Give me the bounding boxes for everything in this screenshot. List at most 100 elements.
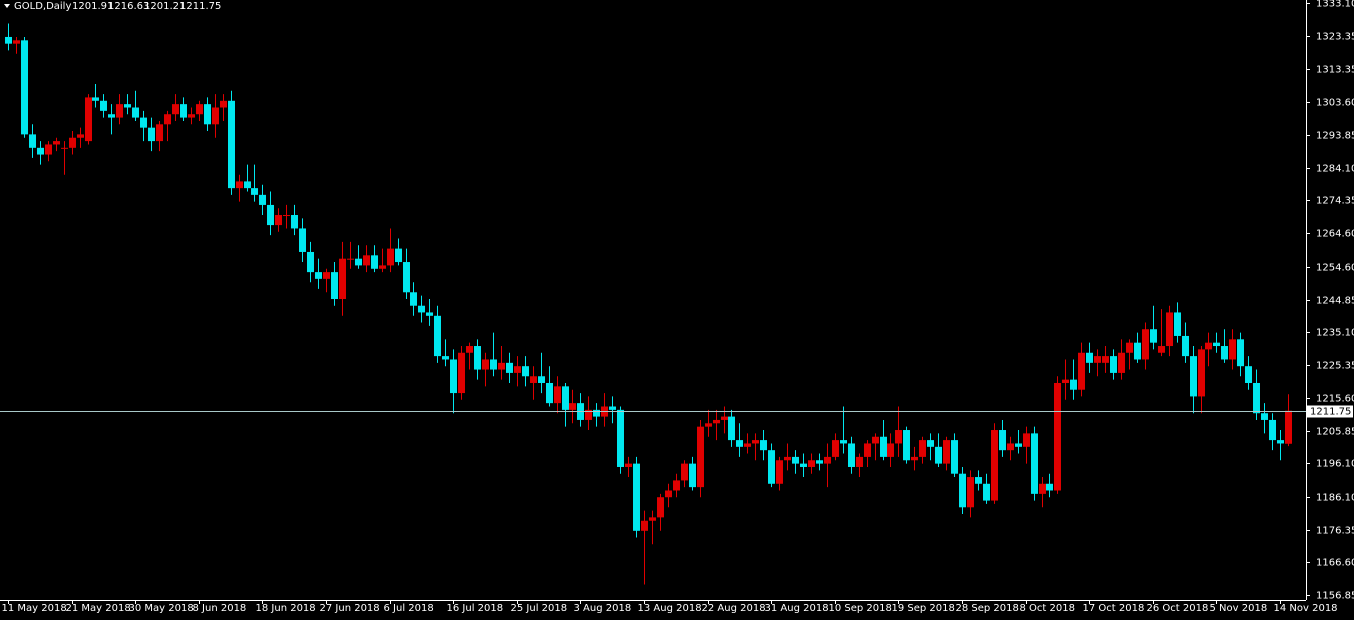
candle-body: [1023, 433, 1030, 447]
candle-body: [681, 463, 688, 481]
x-tick-label: 14 Nov 2018: [1274, 603, 1338, 614]
candle-body: [180, 104, 187, 118]
last-close: 1211.75: [180, 1, 221, 12]
y-tick-label: 1313.35: [1316, 65, 1354, 76]
x-tick-label: 26 Oct 2018: [1147, 603, 1209, 614]
candle-body: [132, 107, 139, 118]
y-tick-label: 1303.60: [1316, 98, 1354, 109]
candle-body: [482, 359, 489, 370]
candle-body: [1039, 483, 1046, 494]
candle-body: [792, 456, 799, 464]
x-tick-label: 17 Oct 2018: [1083, 603, 1145, 614]
candle-body: [673, 480, 680, 491]
x-tick-label: 5 Nov 2018: [1210, 603, 1268, 614]
candle-body: [116, 104, 123, 118]
candle-body: [1142, 329, 1149, 360]
candle-body: [1245, 366, 1252, 383]
candle-body: [92, 97, 99, 101]
candle-body: [124, 104, 131, 108]
x-tick-label: 11 May 2018: [2, 603, 67, 614]
candle-body: [808, 460, 815, 467]
candle-body: [943, 440, 950, 464]
candle-body: [569, 403, 576, 410]
candle-body: [609, 406, 616, 410]
candle-body: [315, 272, 322, 279]
candle-body: [1213, 342, 1220, 347]
y-tick-label: 1205.85: [1316, 427, 1354, 438]
candle-body: [951, 440, 958, 474]
candle-body: [283, 215, 290, 217]
candle-body: [1198, 349, 1205, 397]
candle-body: [506, 362, 513, 373]
candle-body: [1253, 382, 1260, 414]
candle-body: [649, 517, 656, 521]
candle-body: [633, 463, 640, 531]
candle-body: [1126, 342, 1133, 353]
candle-body: [705, 423, 712, 427]
candle-body: [927, 440, 934, 447]
x-tick-label: 8 Oct 2018: [1020, 603, 1075, 614]
x-tick-label: 27 Jun 2018: [320, 603, 380, 614]
candle-body: [593, 409, 600, 417]
candle-body: [736, 440, 743, 447]
candle-body: [657, 497, 664, 518]
candle-body: [1182, 335, 1189, 357]
candle-body: [220, 100, 227, 108]
candle-body: [872, 436, 879, 444]
candle-body: [728, 416, 735, 441]
header: GOLD,Daily 1201.91 1216.63 1201.21 1211.…: [4, 1, 221, 12]
candle-body: [585, 409, 592, 420]
candle-body: [911, 456, 918, 461]
x-tick-label: 30 May 2018: [129, 603, 194, 614]
candle-body: [967, 477, 974, 508]
candle-body: [895, 430, 902, 444]
candle-body: [45, 144, 52, 155]
candle-body: [760, 440, 767, 451]
candle-body: [514, 366, 521, 373]
price-label-box: [1307, 405, 1353, 418]
candle-body: [554, 386, 561, 404]
candle-body: [562, 386, 569, 410]
candle-body: [864, 443, 871, 457]
candle-body: [856, 456, 863, 467]
candle-body: [1015, 443, 1022, 447]
x-tick-label: 22 Aug 2018: [702, 603, 766, 614]
candle-body: [69, 137, 76, 148]
candle-body: [641, 520, 648, 531]
candle-body: [887, 443, 894, 457]
y-tick-label: 1333.10: [1316, 0, 1354, 10]
y-tick-label: 1284.10: [1316, 164, 1354, 175]
candle-body: [848, 443, 855, 467]
candle-body: [418, 305, 425, 313]
y-tick-label: 1274.35: [1316, 196, 1354, 207]
candle-body: [1070, 379, 1077, 390]
last-high: 1216.63: [108, 1, 149, 12]
candle-body: [172, 104, 179, 115]
candle-body: [395, 248, 402, 263]
candle-body: [784, 456, 791, 461]
candle-body: [1054, 382, 1061, 491]
candle-body: [768, 450, 775, 484]
candle-body: [442, 356, 449, 360]
candle-body: [744, 443, 751, 447]
candle-body: [331, 272, 338, 299]
candle-body: [466, 346, 473, 353]
candle-body: [903, 430, 910, 461]
candle-body: [498, 362, 505, 370]
candle-body: [689, 463, 696, 488]
candle-body: [880, 436, 887, 457]
y-tick-label: 1244.85: [1316, 296, 1354, 307]
menu-arrow[interactable]: [4, 4, 10, 8]
candle-body: [665, 490, 672, 498]
candle-body: [1110, 356, 1117, 373]
candle-body: [29, 134, 36, 148]
candle-body: [53, 141, 60, 145]
candle-body: [1158, 346, 1165, 353]
candle-body: [522, 366, 529, 377]
candle-body: [188, 114, 195, 118]
y-tick-label: 1235.10: [1316, 328, 1354, 339]
candle-body: [13, 40, 20, 44]
candle-body: [37, 147, 44, 155]
